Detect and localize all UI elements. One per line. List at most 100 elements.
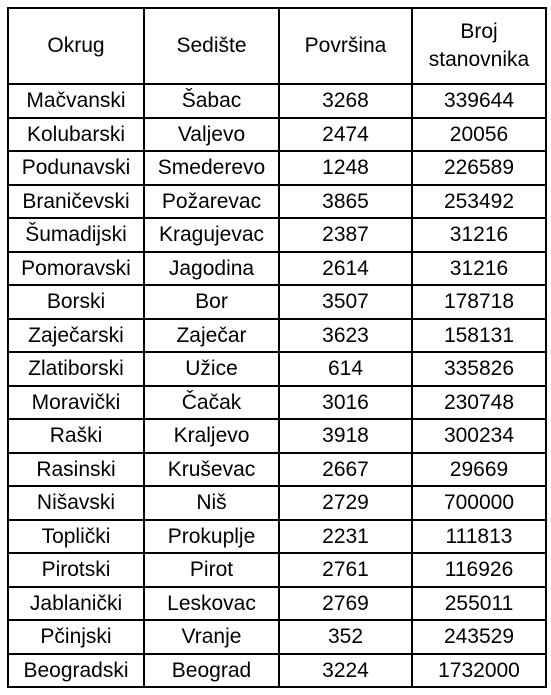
table-body: Mačvanski Šabac 3268 339644 Kolubarski Valjev… bbox=[7, 83, 547, 688]
okrug-cell: Rasinski bbox=[7, 451, 145, 487]
sediste-cell: Leskovac bbox=[143, 585, 280, 621]
okrug-cell: Pomoravski bbox=[7, 250, 145, 286]
districts-table: Okrug Sedište Površina Broj stanovnika M… bbox=[7, 7, 547, 688]
sediste-cell: Šabac bbox=[143, 83, 280, 119]
broj-stanovnika-cell: 339644 bbox=[411, 83, 547, 119]
okrug-cell: Toplički bbox=[7, 518, 145, 554]
sediste-cell: Prokuplje bbox=[143, 518, 280, 554]
header-stanovnika-label: stanovnika bbox=[428, 48, 530, 71]
okrug-cell: Mačvanski bbox=[7, 83, 145, 119]
povrsina-cell: 3865 bbox=[278, 183, 413, 219]
sediste-cell: Zaječar bbox=[143, 317, 280, 353]
povrsina-cell: 2231 bbox=[278, 518, 413, 554]
sediste-cell: Beograd bbox=[143, 652, 280, 688]
broj-stanovnika-cell: 158131 bbox=[411, 317, 547, 353]
table-row: Pčinjski Vranje 352 243529 bbox=[7, 619, 547, 655]
table-row: Zaječarski Zaječar 3623 158131 bbox=[7, 317, 547, 353]
okrug-cell: Braničevski bbox=[7, 183, 145, 219]
table-row: Rasinski Kruševac 2667 29669 bbox=[7, 451, 547, 487]
sediste-cell: Užice bbox=[143, 351, 280, 387]
table-row: Braničevski Požarevac 3865 253492 bbox=[7, 183, 547, 219]
okrug-cell: Raški bbox=[7, 418, 145, 454]
header-sediste-label: Sedište bbox=[176, 34, 247, 57]
table-row: Jablanički Leskovac 2769 255011 bbox=[7, 585, 547, 621]
sediste-cell: Kruševac bbox=[143, 451, 280, 487]
okrug-cell: Kolubarski bbox=[7, 116, 145, 152]
povrsina-cell: 3918 bbox=[278, 418, 413, 454]
table-header: Okrug Sedište Površina Broj stanovnika bbox=[7, 7, 547, 85]
broj-stanovnika-cell: 31216 bbox=[411, 217, 547, 253]
header-povrsina-label: Površina bbox=[304, 34, 387, 57]
povrsina-cell: 2474 bbox=[278, 116, 413, 152]
povrsina-cell: 3224 bbox=[278, 652, 413, 688]
okrug-cell: Pčinjski bbox=[7, 619, 145, 655]
broj-stanovnika-cell: 20056 bbox=[411, 116, 547, 152]
header-okrug: Okrug bbox=[7, 7, 145, 85]
okrug-cell: Borski bbox=[7, 284, 145, 320]
sediste-cell: Bor bbox=[143, 284, 280, 320]
povrsina-cell: 2729 bbox=[278, 485, 413, 521]
table-row: Mačvanski Šabac 3268 339644 bbox=[7, 83, 547, 119]
table-row: Podunavski Smederevo 1248 226589 bbox=[7, 150, 547, 186]
povrsina-cell: 2769 bbox=[278, 585, 413, 621]
header-row: Okrug Sedište Površina Broj stanovnika bbox=[7, 7, 547, 85]
povrsina-cell: 352 bbox=[278, 619, 413, 655]
broj-stanovnika-cell: 226589 bbox=[411, 150, 547, 186]
povrsina-cell: 2761 bbox=[278, 552, 413, 588]
okrug-cell: Beogradski bbox=[7, 652, 145, 688]
sediste-cell: Vranje bbox=[143, 619, 280, 655]
header-broj-stanovnika: Broj stanovnika bbox=[411, 7, 547, 85]
povrsina-cell: 3507 bbox=[278, 284, 413, 320]
table-row: Beogradski Beograd 3224 1732000 bbox=[7, 652, 547, 688]
table-row: Moravički Čačak 3016 230748 bbox=[7, 384, 547, 420]
okrug-cell: Pirotski bbox=[7, 552, 145, 588]
broj-stanovnika-cell: 178718 bbox=[411, 284, 547, 320]
povrsina-cell: 3623 bbox=[278, 317, 413, 353]
povrsina-cell: 2614 bbox=[278, 250, 413, 286]
povrsina-cell: 2387 bbox=[278, 217, 413, 253]
sediste-cell: Čačak bbox=[143, 384, 280, 420]
broj-stanovnika-cell: 335826 bbox=[411, 351, 547, 387]
okrug-cell: Šumadijski bbox=[7, 217, 145, 253]
okrug-cell: Zaječarski bbox=[7, 317, 145, 353]
table-row: Šumadijski Kragujevac 2387 31216 bbox=[7, 217, 547, 253]
sediste-cell: Valjevo bbox=[143, 116, 280, 152]
sediste-cell: Požarevac bbox=[143, 183, 280, 219]
broj-stanovnika-cell: 29669 bbox=[411, 451, 547, 487]
broj-stanovnika-cell: 253492 bbox=[411, 183, 547, 219]
broj-stanovnika-cell: 255011 bbox=[411, 585, 547, 621]
table-row: Toplički Prokuplje 2231 111813 bbox=[7, 518, 547, 554]
table-row: Raški Kraljevo 3918 300234 bbox=[7, 418, 547, 454]
broj-stanovnika-cell: 243529 bbox=[411, 619, 547, 655]
okrug-cell: Zlatiborski bbox=[7, 351, 145, 387]
sediste-cell: Smederevo bbox=[143, 150, 280, 186]
broj-stanovnika-cell: 116926 bbox=[411, 552, 547, 588]
sediste-cell: Pirot bbox=[143, 552, 280, 588]
okrug-cell: Podunavski bbox=[7, 150, 145, 186]
povrsina-cell: 614 bbox=[278, 351, 413, 387]
povrsina-cell: 1248 bbox=[278, 150, 413, 186]
broj-stanovnika-cell: 111813 bbox=[411, 518, 547, 554]
povrsina-cell: 3016 bbox=[278, 384, 413, 420]
povrsina-cell: 2667 bbox=[278, 451, 413, 487]
header-povrsina: Površina bbox=[278, 7, 413, 85]
broj-stanovnika-cell: 1732000 bbox=[411, 652, 547, 688]
sediste-cell: Niš bbox=[143, 485, 280, 521]
broj-stanovnika-cell: 300234 bbox=[411, 418, 547, 454]
sediste-cell: Kraljevo bbox=[143, 418, 280, 454]
sediste-cell: Jagodina bbox=[143, 250, 280, 286]
broj-stanovnika-cell: 700000 bbox=[411, 485, 547, 521]
table-row: Zlatiborski Užice 614 335826 bbox=[7, 351, 547, 387]
header-okrug-label: Okrug bbox=[47, 34, 105, 57]
header-sediste: Sedište bbox=[143, 7, 280, 85]
table-row: Kolubarski Valjevo 2474 20056 bbox=[7, 116, 547, 152]
table-row: Nišavski Niš 2729 700000 bbox=[7, 485, 547, 521]
header-broj-label: Broj bbox=[460, 20, 498, 43]
okrug-cell: Moravički bbox=[7, 384, 145, 420]
table-row: Pirotski Pirot 2761 116926 bbox=[7, 552, 547, 588]
table-row: Borski Bor 3507 178718 bbox=[7, 284, 547, 320]
okrug-cell: Jablanički bbox=[7, 585, 145, 621]
sediste-cell: Kragujevac bbox=[143, 217, 280, 253]
okrug-cell: Nišavski bbox=[7, 485, 145, 521]
table-row: Pomoravski Jagodina 2614 31216 bbox=[7, 250, 547, 286]
